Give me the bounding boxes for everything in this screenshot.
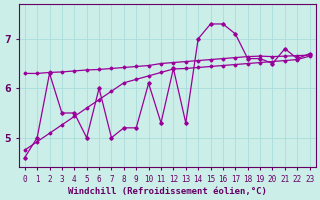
- X-axis label: Windchill (Refroidissement éolien,°C): Windchill (Refroidissement éolien,°C): [68, 187, 267, 196]
